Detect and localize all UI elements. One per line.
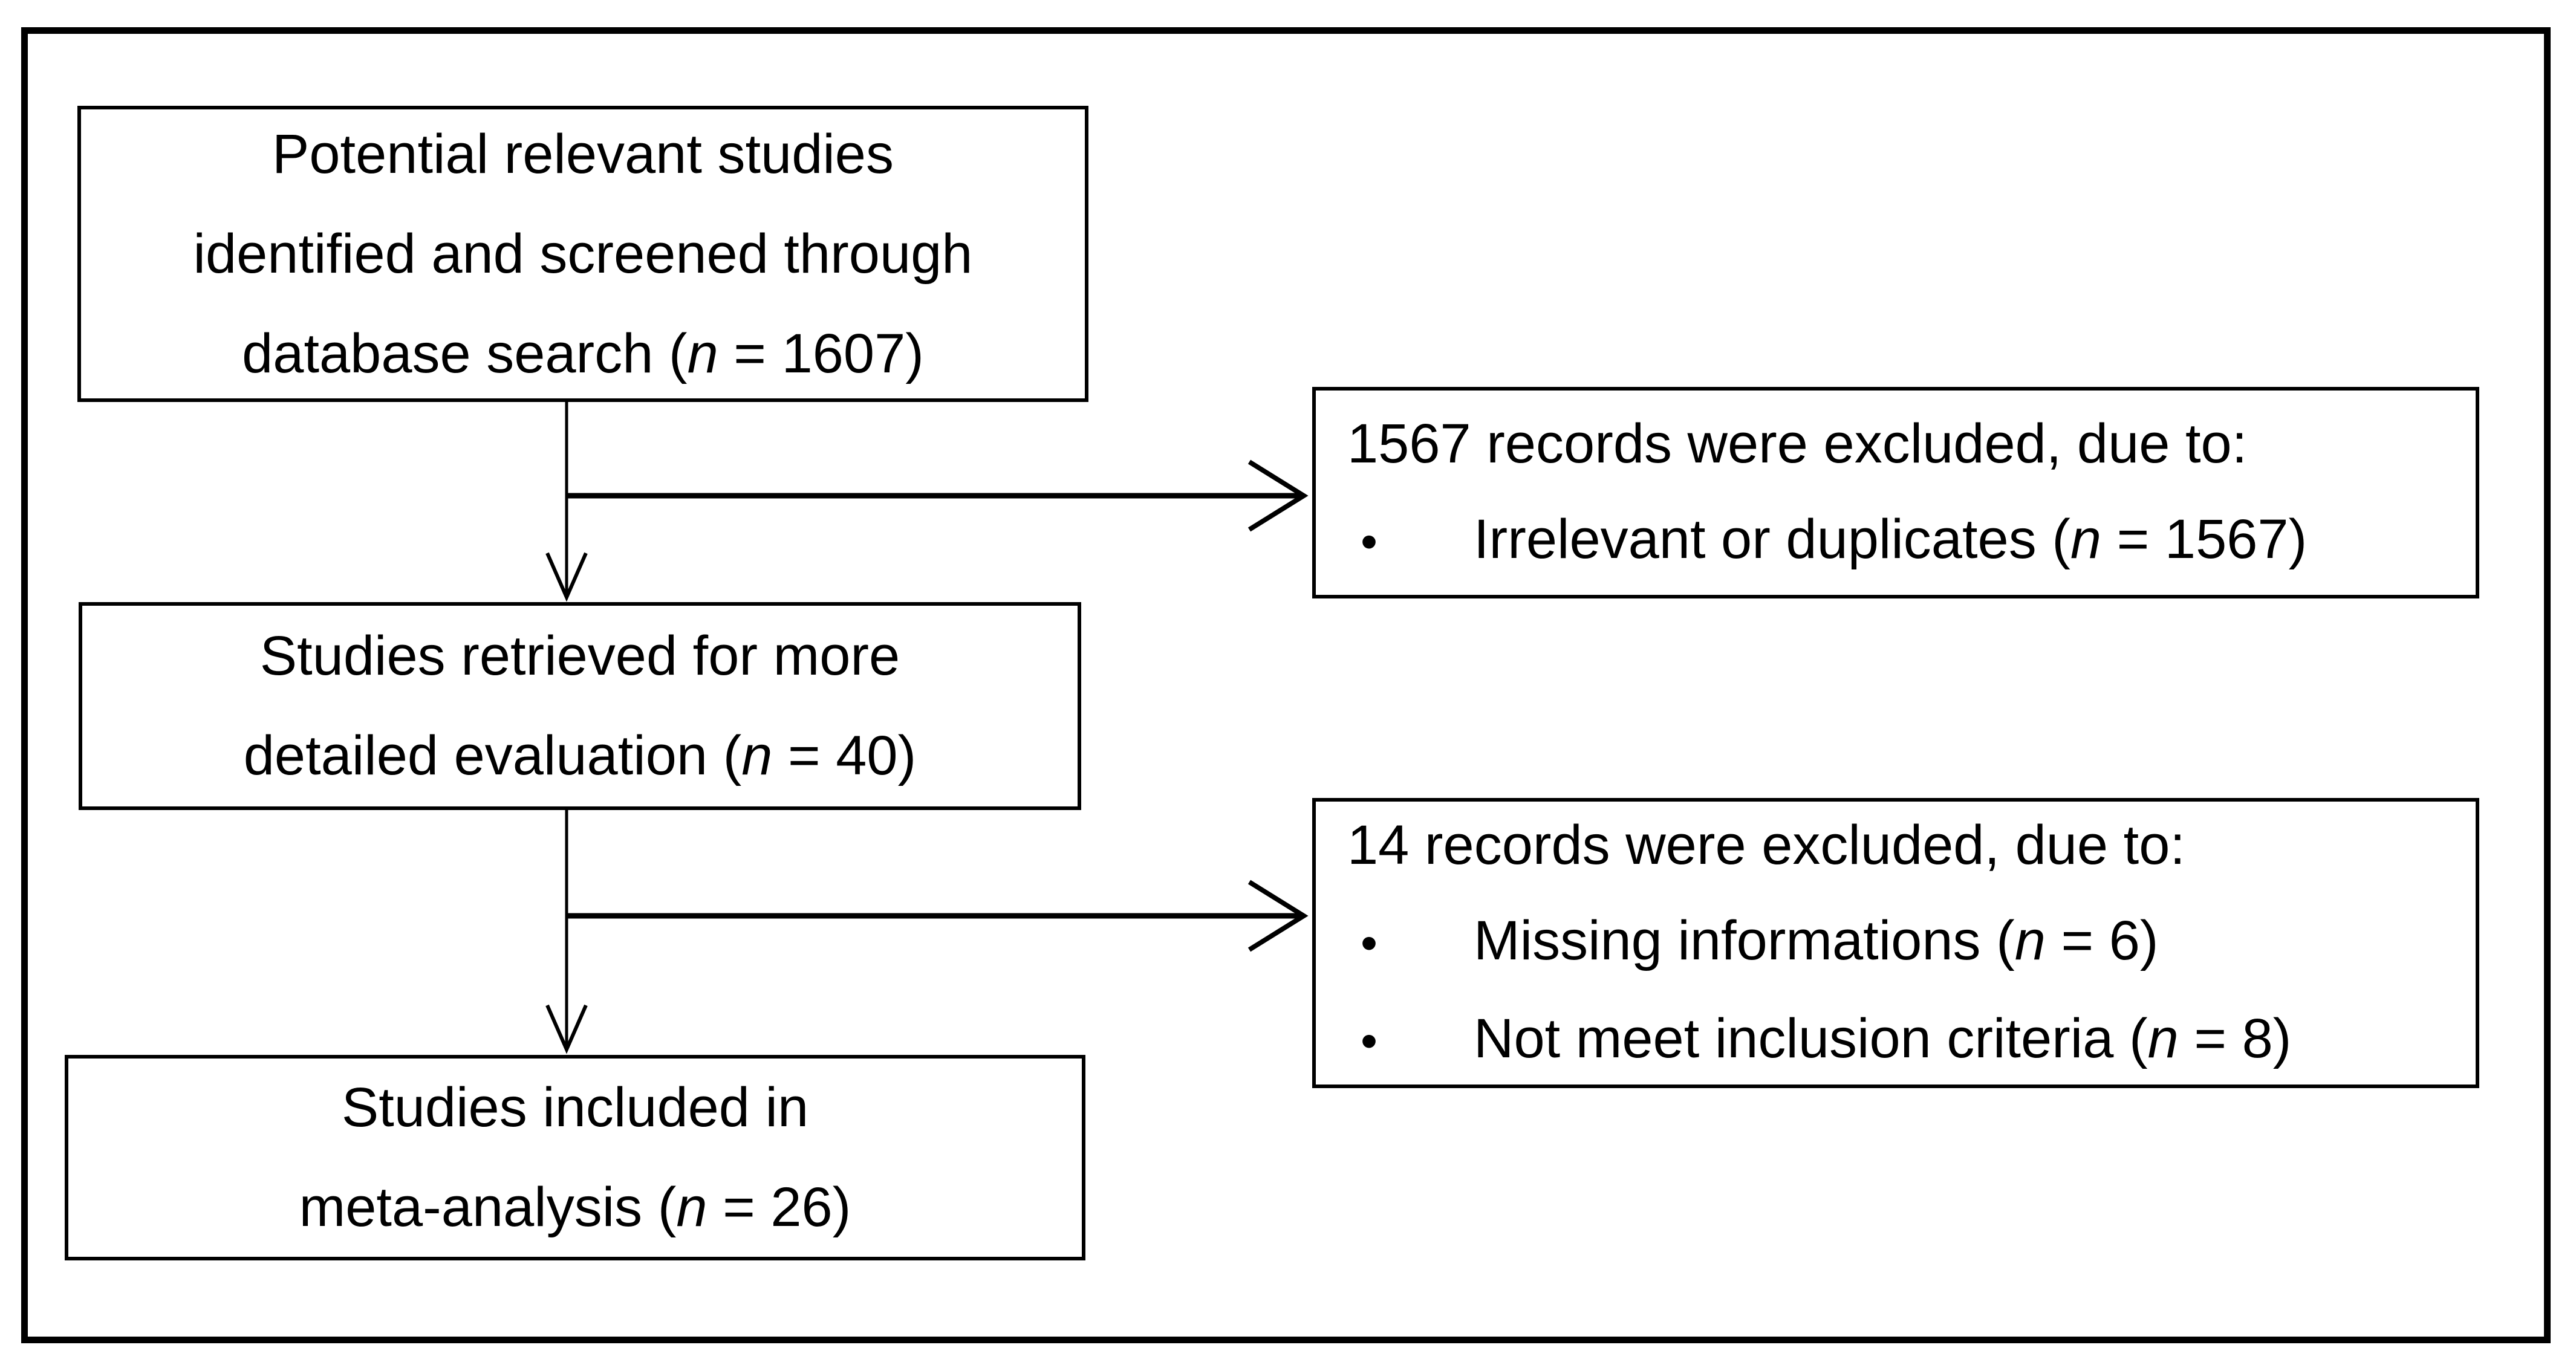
box-excluded-2-header: 14 records were excluded, due to: — [1347, 814, 2185, 876]
box-identified-line-3: database search (n = 1607) — [242, 322, 924, 384]
box-excluded-2-item-1-text: Missing informations (n = 6) — [1474, 910, 2159, 971]
bullet-icon: • — [1361, 916, 1378, 970]
figure-border — [21, 27, 2551, 1343]
box-identified-line-1: Potential relevant studies — [272, 123, 894, 185]
box-included: Studies included in meta-analysis (n = 2… — [65, 1055, 1085, 1260]
bullet-icon: • — [1361, 1014, 1378, 1068]
box-excluded-2-item-1: • Missing informations (n = 6) — [1347, 893, 2464, 991]
box-excluded-2: 14 records were excluded, due to: • Miss… — [1312, 798, 2479, 1088]
box-excluded-2-item-2-text: Not meet inclusion criteria (n = 8) — [1474, 1008, 2292, 1069]
box-excluded-1: 1567 records were excluded, due to: • Ir… — [1312, 387, 2479, 598]
box-included-line-2: meta-analysis (n = 26) — [299, 1176, 851, 1238]
box-excluded-1-item-1: • Irrelevant or duplicates (n = 1567) — [1347, 491, 2464, 589]
box-excluded-1-header: 1567 records were excluded, due to: — [1347, 413, 2248, 475]
box-excluded-1-item-1-text: Irrelevant or duplicates (n = 1567) — [1474, 508, 2308, 570]
box-identified-line-2: identified and screened through — [193, 222, 973, 285]
box-excluded-2-item-2: • Not meet inclusion criteria (n = 8) — [1347, 991, 2464, 1089]
box-identified: Potential relevant studies identified an… — [77, 106, 1088, 402]
box-retrieved-line-1: Studies retrieved for more — [259, 625, 900, 687]
box-included-line-1: Studies included in — [341, 1077, 809, 1138]
box-retrieved-line-2: detailed evaluation (n = 40) — [243, 725, 917, 786]
box-retrieved: Studies retrieved for more detailed eval… — [79, 602, 1081, 810]
bullet-icon: • — [1361, 514, 1378, 568]
